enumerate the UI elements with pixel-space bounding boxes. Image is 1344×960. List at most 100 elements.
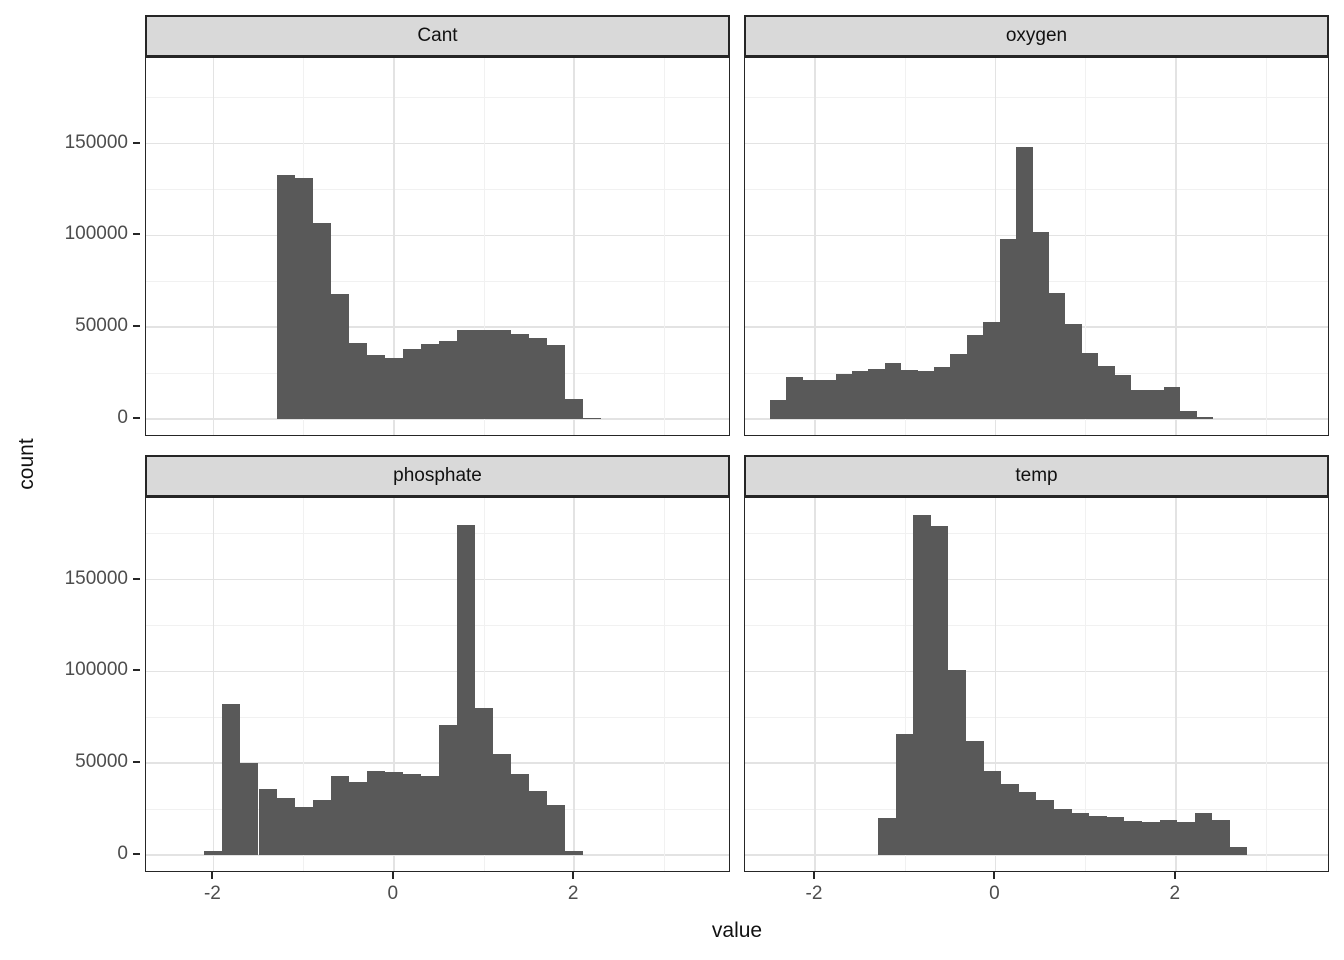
histogram-bar [1032, 231, 1049, 419]
gridline-vertical-major [1175, 498, 1177, 871]
histogram-bar [1048, 293, 1066, 419]
x-axis-tick-mark [572, 872, 575, 879]
histogram-bar [1212, 820, 1230, 855]
histogram-bar [258, 788, 277, 855]
gridline-horizontal-major [146, 670, 729, 673]
gridline-vertical-minor [1265, 498, 1267, 871]
y-axis-tick-label: 150000 [64, 131, 128, 153]
facet-strip-label: temp [1015, 465, 1058, 486]
x-axis-tick-label: 2 [567, 883, 579, 904]
histogram-bar [917, 371, 935, 419]
gridline-vertical-major [1175, 58, 1177, 435]
gridline-vertical-major [994, 58, 997, 435]
histogram-bar [474, 708, 493, 855]
facet-strip-label: phosphate [393, 465, 482, 486]
gridline-horizontal-minor [146, 716, 729, 718]
histogram-bar [1131, 389, 1148, 419]
histogram-bar [348, 342, 367, 419]
histogram-bar [1054, 809, 1072, 855]
histogram-bar [1016, 147, 1033, 419]
histogram-bar [276, 798, 295, 855]
facet-strip-cant: Cant [145, 15, 730, 57]
histogram-bar [895, 733, 914, 855]
gridline-vertical-minor [483, 58, 485, 435]
histogram-bar [348, 781, 367, 855]
histogram-bar [547, 344, 566, 419]
y-axis-tick-mark [133, 853, 140, 855]
histogram-bar [384, 358, 403, 419]
y-axis-tick-mark [133, 761, 140, 764]
gridline-horizontal-minor [146, 625, 729, 626]
histogram-bar [312, 222, 331, 419]
histogram-bar [1163, 386, 1181, 419]
gridline-vertical-major [393, 498, 395, 871]
gridline-horizontal-minor [745, 625, 1328, 626]
histogram-bar [456, 329, 475, 419]
facet-strip-label: oxygen [1005, 25, 1068, 46]
histogram-bar [402, 774, 421, 855]
y-axis-tick-mark [133, 669, 140, 672]
gridline-vertical-major [814, 58, 816, 435]
gridline-horizontal-major [146, 418, 729, 420]
gridline-vertical-minor [1265, 58, 1267, 435]
histogram-bar [420, 776, 439, 855]
histogram-bar [1106, 817, 1125, 855]
histogram-bar [1018, 791, 1037, 855]
histogram-bar [420, 343, 439, 419]
histogram-bar [1098, 365, 1115, 419]
y-axis-tick-label: 50000 [75, 751, 128, 773]
x-axis-tick-mark [813, 872, 815, 879]
gridline-horizontal-major [146, 326, 729, 328]
panel-plot-area-oxygen [744, 57, 1329, 436]
gridline-horizontal-minor [146, 533, 729, 535]
histogram-bar [930, 526, 949, 855]
gridline-horizontal-major [745, 578, 1328, 581]
x-axis-tick-mark [993, 872, 996, 879]
y-axis-tick-mark [133, 233, 140, 236]
y-axis-tick-mark [133, 141, 140, 144]
gridline-horizontal-major [745, 142, 1328, 145]
histogram-bar [276, 174, 295, 419]
gridline-vertical-minor [663, 498, 665, 871]
y-axis-tick-label: 0 [117, 843, 128, 864]
histogram-bar [583, 417, 602, 419]
facet-strip-label: Cant [417, 25, 458, 46]
histogram-bar [1229, 846, 1248, 855]
x-axis-tick-label: -2 [203, 883, 221, 904]
panel-plot-area-phosphate [145, 497, 730, 872]
histogram-bar [240, 763, 259, 855]
histogram-bar [966, 741, 984, 855]
gridline-horizontal-major [146, 762, 729, 764]
y-axis-tick-label: 150000 [64, 567, 128, 589]
gridline-vertical-minor [483, 498, 485, 871]
histogram-bar [802, 380, 820, 419]
gridline-horizontal-minor [745, 533, 1328, 535]
gridline-horizontal-major [146, 234, 729, 237]
gridline-horizontal-major [745, 670, 1328, 673]
histogram-bar [1159, 820, 1178, 855]
histogram-bar [851, 371, 869, 419]
gridline-horizontal-major [745, 418, 1328, 420]
histogram-bar [983, 770, 1002, 855]
x-axis-tick-label: 0 [989, 883, 1000, 904]
histogram-bar [511, 333, 530, 419]
histogram-bar [493, 754, 512, 855]
histogram-bar [330, 294, 349, 419]
gridline-horizontal-minor [745, 716, 1328, 718]
histogram-bar [438, 340, 457, 419]
gridline-vertical-major [573, 58, 575, 435]
facet-strip-temp: temp [744, 455, 1329, 497]
histogram-bar [1177, 821, 1195, 855]
histogram-bar [1194, 812, 1213, 855]
histogram-bar [999, 239, 1017, 419]
y-axis-tick-mark [133, 417, 140, 419]
gridline-vertical-major [994, 498, 997, 871]
histogram-bar [1081, 352, 1099, 419]
histogram-bar [366, 354, 385, 419]
gridline-vertical-minor [303, 498, 305, 871]
y-axis-tick-label: 100000 [64, 659, 128, 681]
histogram-bar [769, 399, 787, 419]
histogram-bar [913, 515, 931, 855]
gridline-vertical-minor [1085, 58, 1087, 435]
